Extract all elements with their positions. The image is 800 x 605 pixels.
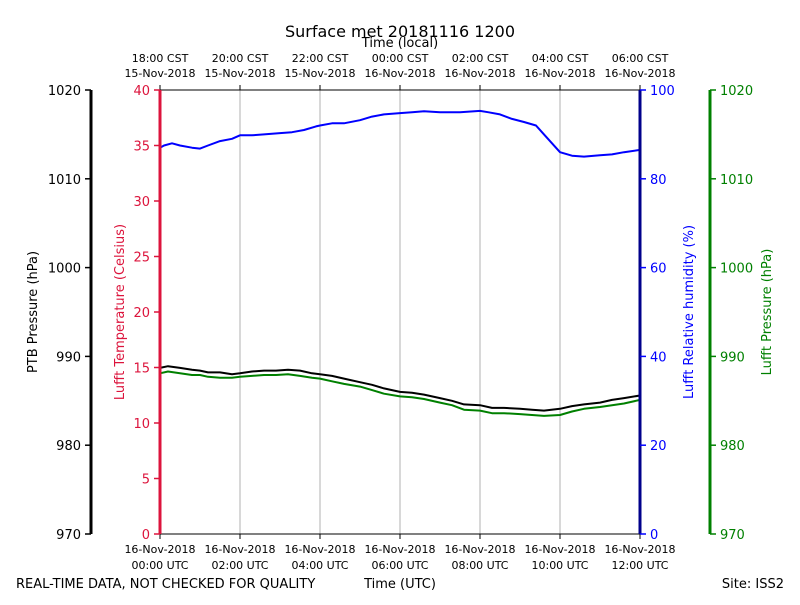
x-tick-label-time: 10:00 UTC	[531, 559, 588, 572]
ptb-pressure-axis-label: PTB Pressure (hPa)	[26, 251, 41, 373]
x-tick-label-date: 16-Nov-2018	[524, 543, 595, 556]
ptb-pressure-tick-label: 980	[56, 439, 81, 454]
lufft-temperature-tick-label: 10	[133, 417, 150, 432]
top-tick-label-time: 20:00 CST	[212, 52, 269, 65]
lufft-temperature-tick-label: 35	[133, 140, 150, 155]
lufft-temperature-tick-label: 20	[133, 306, 150, 321]
quality-disclaimer: REAL-TIME DATA, NOT CHECKED FOR QUALITY	[16, 577, 315, 592]
ptb-pressure-tick-label: 1020	[48, 84, 81, 99]
lufft-temperature-tick-label: 30	[133, 195, 150, 210]
top-tick-label-date: 16-Nov-2018	[604, 67, 675, 80]
x-tick-label-time: 00:00 UTC	[131, 559, 188, 572]
lufft-pressure-line	[159, 370, 641, 417]
lufft-humidity-tick-label: 100	[650, 84, 675, 99]
x-tick-label-time: 12:00 UTC	[611, 559, 668, 572]
lufft-pressure-tick-label: 1000	[720, 262, 753, 277]
lufft-pressure-axis-label: Lufft Pressure (hPa)	[760, 249, 775, 376]
top-tick-label-time: 06:00 CST	[612, 52, 669, 65]
vertical-gridlines	[239, 90, 561, 534]
lufft-temperature-tick-label: 40	[133, 84, 150, 99]
x-tick-label-date: 16-Nov-2018	[604, 543, 675, 556]
x-tick-label-time: 04:00 UTC	[291, 559, 348, 572]
top-tick-label-time: 18:00 CST	[132, 52, 189, 65]
top-tick-label-date: 16-Nov-2018	[364, 67, 435, 80]
chart-title: Surface met 20181116 1200	[285, 22, 515, 41]
lufft-humidity-tick-label: 0	[650, 528, 658, 543]
lufft-pressure-tick-label: 980	[720, 439, 745, 454]
top-tick-label-date: 16-Nov-2018	[444, 67, 515, 80]
top-tick-label-date: 16-Nov-2018	[524, 67, 595, 80]
top-axis-title: Time (local)	[361, 36, 438, 51]
lufft-pressure-tick-label: 990	[720, 350, 745, 365]
x-tick-label-date: 16-Nov-2018	[204, 543, 275, 556]
lufft-temperature-tick-label: 25	[133, 251, 150, 266]
lufft-pressure-tick-label: 1010	[720, 173, 753, 188]
lufft-pressure-tick-label: 970	[720, 528, 745, 543]
lufft-temperature-tick-label: 0	[142, 528, 150, 543]
top-tick-label-time: 04:00 CST	[532, 52, 589, 65]
lufft-humidity-tick-label: 20	[650, 439, 667, 454]
top-tick-label-date: 15-Nov-2018	[204, 67, 275, 80]
ptb-pressure-tick-label: 1010	[48, 173, 81, 188]
lufft-humidity-tick-label: 80	[650, 173, 667, 188]
lufft-humidity-tick-label: 40	[650, 350, 667, 365]
x-axis-label: Time (UTC)	[363, 577, 436, 592]
lufft-temperature-axis-label: Lufft Temperature (Celsius)	[113, 224, 128, 400]
site-label: Site: ISS2	[722, 577, 784, 592]
axis-ticks: 16-Nov-2018 00:00 UTC 16-Nov-2018 02:00 UTC…	[48, 52, 753, 572]
lufft-temperature-tick-label: 5	[142, 473, 150, 488]
ptb-pressure-tick-label: 1000	[48, 262, 81, 277]
top-tick-label-date: 15-Nov-2018	[284, 67, 355, 80]
x-tick-label-time: 06:00 UTC	[371, 559, 428, 572]
lufft-humidity-tick-label: 60	[650, 262, 667, 277]
x-tick-label-date: 16-Nov-2018	[364, 543, 435, 556]
top-tick-label-date: 15-Nov-2018	[124, 67, 195, 80]
ptb-pressure-tick-label: 970	[56, 528, 81, 543]
ptb-pressure-line	[159, 365, 641, 412]
top-tick-label-time: 00:00 CST	[372, 52, 429, 65]
lufft-temperature-tick-label: 15	[133, 362, 150, 377]
lufft-relative-humidity-line	[159, 109, 641, 158]
x-tick-label-time: 08:00 UTC	[451, 559, 508, 572]
lufft-pressure-tick-label: 1020	[720, 84, 753, 99]
x-tick-label-date: 16-Nov-2018	[444, 543, 515, 556]
top-tick-label-time: 22:00 CST	[292, 52, 349, 65]
ptb-pressure-tick-label: 990	[56, 350, 81, 365]
x-tick-label-time: 02:00 UTC	[211, 559, 268, 572]
x-tick-label-date: 16-Nov-2018	[284, 543, 355, 556]
lufft-humidity-axis-label: Lufft Relative humidity (%)	[682, 225, 697, 399]
data-series	[159, 109, 641, 417]
top-tick-label-time: 02:00 CST	[452, 52, 509, 65]
x-tick-label-date: 16-Nov-2018	[124, 543, 195, 556]
